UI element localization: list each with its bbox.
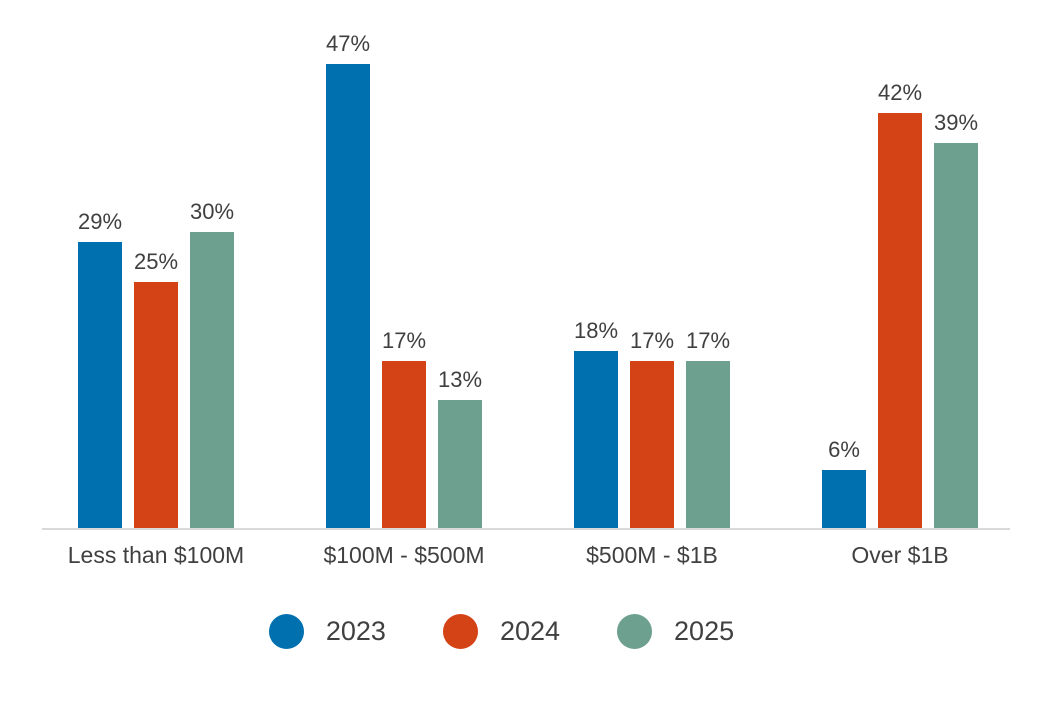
legend: 2023 2024 2025 bbox=[0, 614, 1027, 649]
bar-2023 bbox=[78, 241, 122, 529]
bar-column: 6% bbox=[822, 436, 866, 529]
x-axis-category-label: Less than $100M bbox=[67, 542, 245, 568]
bar-value-label: 18% bbox=[573, 317, 619, 343]
legend-swatch-icon bbox=[268, 614, 304, 649]
bar-group: 47% 17% 13% bbox=[280, 0, 528, 529]
bar-2024 bbox=[630, 360, 674, 529]
bar-column: 17% bbox=[629, 327, 675, 529]
bar-value-label: 17% bbox=[381, 327, 427, 353]
x-axis-category-label: Over $1B bbox=[851, 542, 949, 568]
legend-label: 2025 bbox=[674, 616, 735, 646]
plot-area: 29% 25% 30% 47% 17% 13% 18% 17% 17% 6% 42% 39% bbox=[32, 0, 1024, 529]
bar-value-label: 29% bbox=[77, 208, 123, 234]
x-axis-labels: Less than $100M $100M - $500M $500M - $1B O… bbox=[32, 542, 1024, 569]
bar-2025 bbox=[190, 232, 234, 529]
bar-2024 bbox=[382, 360, 426, 529]
bar-column: 25% bbox=[133, 248, 179, 529]
bar-value-label: 17% bbox=[685, 327, 731, 353]
legend-item-2025: 2025 bbox=[617, 614, 734, 649]
bar-2023 bbox=[574, 350, 618, 529]
bar-value-label: 47% bbox=[325, 30, 371, 56]
legend-item-2023: 2023 bbox=[268, 614, 386, 649]
bar-column: 47% bbox=[325, 30, 371, 529]
bar-2025 bbox=[438, 400, 482, 529]
bar-column: 42% bbox=[878, 82, 922, 529]
legend-label: 2023 bbox=[325, 616, 386, 646]
bar-2025 bbox=[686, 360, 730, 529]
legend-label: 2024 bbox=[499, 616, 561, 646]
x-axis-line bbox=[42, 528, 1010, 530]
bar-2023 bbox=[326, 63, 370, 529]
bar-column: 13% bbox=[438, 369, 482, 529]
legend-item-2024: 2024 bbox=[442, 614, 561, 649]
bar-value-label: 13% bbox=[437, 367, 483, 393]
bar-2025 bbox=[934, 142, 978, 529]
bar-group: 6% 42% 39% bbox=[776, 0, 1024, 529]
bar-column: 18% bbox=[573, 317, 619, 529]
bar-column: 17% bbox=[685, 327, 731, 529]
legend-swatch-icon bbox=[442, 614, 478, 649]
bar-group: 29% 25% 30% bbox=[32, 0, 280, 529]
x-axis-category-label: $500M - $1B bbox=[586, 542, 718, 568]
bar-value-label: 30% bbox=[189, 199, 235, 224]
bar-group: 18% 17% 17% bbox=[528, 0, 776, 529]
bar-value-label: 42% bbox=[877, 80, 923, 106]
bar-2023 bbox=[822, 469, 866, 529]
bar-column: 30% bbox=[190, 201, 234, 529]
bar-column: 17% bbox=[381, 327, 427, 529]
bar-value-label: 39% bbox=[933, 109, 979, 135]
bar-column: 39% bbox=[933, 109, 979, 529]
x-axis-category-label: $100M - $500M bbox=[323, 542, 485, 568]
bar-column: 29% bbox=[77, 208, 123, 529]
bar-2024 bbox=[878, 113, 922, 529]
bar-value-label: 25% bbox=[133, 248, 179, 274]
bar-value-label: 17% bbox=[629, 327, 675, 353]
bar-value-label: 6% bbox=[828, 436, 860, 462]
legend-swatch-icon bbox=[617, 614, 653, 649]
bar-2024 bbox=[134, 281, 178, 529]
